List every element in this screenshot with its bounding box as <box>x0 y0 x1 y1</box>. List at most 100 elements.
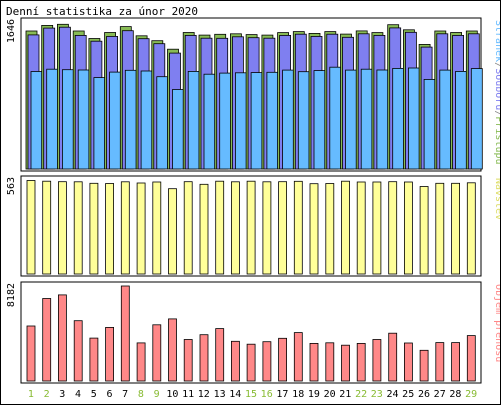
x-tick-label-27: 27 <box>434 389 446 400</box>
x-tick-label-7: 7 <box>122 389 128 400</box>
bar-stránek-day-18 <box>297 71 310 170</box>
x-tick-label-16: 16 <box>261 389 273 400</box>
bar-day-5 <box>89 337 99 382</box>
panel-3: 8182 Objem přenosu <box>6 281 501 384</box>
bar-day-25 <box>403 181 413 275</box>
bar-day-24 <box>388 181 398 275</box>
x-tick-label-9: 9 <box>154 389 160 400</box>
bar-day-28 <box>451 182 461 275</box>
bar-stránek-day-19 <box>313 70 326 170</box>
x-tick-label-12: 12 <box>198 389 210 400</box>
bar-day-2 <box>42 298 52 382</box>
x-tick-label-13: 13 <box>214 389 226 400</box>
legend-entry: Stránek <box>493 20 500 62</box>
bar-day-3 <box>58 181 67 275</box>
bar-day-29 <box>466 335 476 382</box>
bar-day-9 <box>152 324 162 382</box>
bar-stránek-day-21 <box>345 69 357 170</box>
y-max-label: 8182 <box>6 283 17 307</box>
bar-day-8 <box>136 342 146 382</box>
bar-day-19 <box>309 342 319 382</box>
bar-day-16 <box>262 341 272 382</box>
bar-stránek-day-4 <box>77 69 90 170</box>
bar-stránek-day-22 <box>360 68 373 170</box>
bar-day-8 <box>136 182 146 275</box>
x-tick-label-14: 14 <box>229 389 241 400</box>
bar-day-12 <box>199 334 209 382</box>
bar-day-26 <box>419 349 429 382</box>
x-tick-label-15: 15 <box>245 389 257 400</box>
bar-day-27 <box>435 182 445 275</box>
y-max-label: 563 <box>6 177 17 195</box>
y-max-label: 1646 <box>6 19 17 43</box>
x-tick-label-6: 6 <box>106 389 112 400</box>
bar-day-11 <box>183 181 193 275</box>
bar-day-11 <box>183 339 193 382</box>
bar-stránek-day-20 <box>329 66 342 170</box>
bar-stránek-day-25 <box>407 67 420 170</box>
bar-stránek-day-2 <box>46 68 59 170</box>
bar-day-19 <box>309 183 319 275</box>
bar-day-24 <box>388 332 398 382</box>
bar-stránek-day-7 <box>124 69 137 170</box>
bar-stránek-day-5 <box>93 77 106 170</box>
x-tick-label-24: 24 <box>386 389 398 400</box>
bar-day-5 <box>89 182 99 275</box>
bar-day-18 <box>293 180 303 275</box>
x-tick-label-2: 2 <box>44 389 50 400</box>
chart-panels: 1646 Stránek/Souborů/Přístupů 563 Návštěv 81… <box>6 17 501 384</box>
bar-day-22 <box>356 181 366 275</box>
bar-day-26 <box>419 186 429 275</box>
x-tick-label-8: 8 <box>138 389 144 400</box>
bar-day-4 <box>73 181 83 275</box>
bar-stránek-day-11 <box>187 71 200 170</box>
bar-day-1 <box>26 180 36 275</box>
bar-day-17 <box>278 337 288 382</box>
x-tick-label-18: 18 <box>292 389 304 400</box>
bar-stránek-day-15 <box>250 72 263 170</box>
bar-day-13 <box>215 328 225 382</box>
x-axis-day-labels: 1 2 3 4 5 6 7 8 9 10 11 12 13 14 15 16 17 18 19 20 21 22 23 24 2… <box>28 389 477 400</box>
bar-day-7 <box>120 285 130 382</box>
bar-day-3 <box>58 294 67 382</box>
bar-day-10 <box>168 318 177 382</box>
bar-day-28 <box>451 342 461 382</box>
bar-day-16 <box>262 181 272 275</box>
bar-stránek-day-23 <box>376 69 389 170</box>
x-tick-label-17: 17 <box>276 389 288 400</box>
x-tick-label-21: 21 <box>339 389 351 400</box>
bar-day-4 <box>73 320 83 382</box>
x-tick-label-19: 19 <box>308 389 320 400</box>
legend-entry: Návštěv <box>493 178 500 220</box>
bar-day-14 <box>230 340 240 382</box>
x-tick-label-1: 1 <box>28 389 34 400</box>
bar-day-25 <box>403 342 413 382</box>
bar-day-13 <box>215 180 225 275</box>
chart-title: Denní statistika za únor 2020 <box>6 5 198 18</box>
bar-stránek-day-6 <box>109 71 121 170</box>
bar-day-23 <box>372 339 382 382</box>
x-tick-label-10: 10 <box>166 389 178 400</box>
bar-stránek-day-14 <box>234 72 247 170</box>
bar-day-9 <box>152 181 162 275</box>
bar-day-15 <box>246 343 256 382</box>
x-tick-label-22: 22 <box>355 389 367 400</box>
panel-legend: Stránek/Souborů/Přístupů <box>493 20 500 165</box>
bar-stránek-day-27 <box>439 69 452 170</box>
bar-stránek-day-26 <box>423 79 436 170</box>
bar-day-20 <box>325 342 335 382</box>
bar-stránek-day-8 <box>140 70 153 170</box>
x-tick-label-11: 11 <box>182 389 194 400</box>
bar-day-27 <box>435 342 445 382</box>
bar-stránek-day-3 <box>62 69 74 170</box>
bar-stránek-day-1 <box>30 71 43 170</box>
legend-entry: Objem přenosu <box>493 284 500 362</box>
bar-day-12 <box>199 183 209 275</box>
bar-stránek-day-16 <box>266 71 279 170</box>
bar-day-18 <box>293 332 303 382</box>
bar-stránek-day-28 <box>455 71 468 170</box>
x-tick-label-5: 5 <box>91 389 97 400</box>
bar-stránek-day-24 <box>392 68 405 170</box>
bar-day-7 <box>120 181 130 275</box>
bar-day-14 <box>230 181 240 275</box>
